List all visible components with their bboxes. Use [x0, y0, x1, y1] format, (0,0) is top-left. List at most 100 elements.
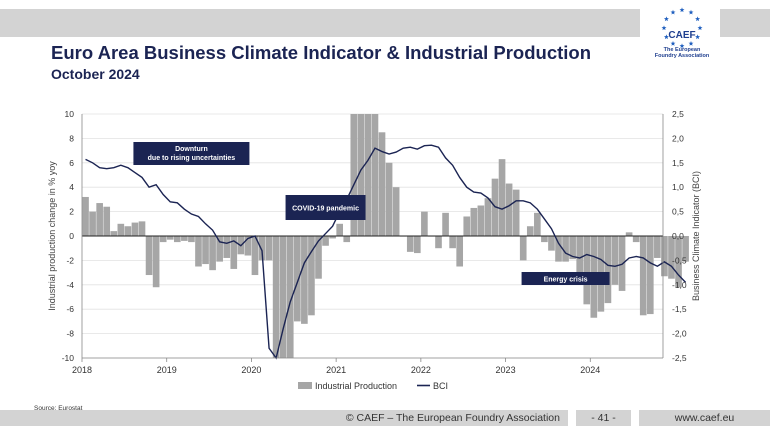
legend-bar-label: Industrial Production — [315, 381, 397, 391]
y-right-tick-label: -2,0 — [672, 329, 687, 339]
ip-bar — [392, 187, 400, 236]
y-right-tick-label: -1,0 — [672, 280, 687, 290]
ip-bar — [145, 236, 153, 276]
x-tick-label: 2023 — [496, 365, 516, 375]
legend-line-label: BCI — [433, 381, 448, 391]
logo-star — [697, 25, 703, 31]
ip-bar — [583, 236, 591, 305]
y-left-tick-label: -8 — [66, 329, 74, 339]
ip-bar — [124, 226, 132, 236]
ip-bar — [265, 236, 273, 261]
ip-bar — [682, 236, 689, 262]
ip-bar — [661, 236, 668, 277]
ip-bar — [534, 212, 541, 236]
ip-bar — [89, 211, 96, 236]
ip-bar — [435, 236, 442, 249]
ip-bar — [654, 236, 661, 258]
ip-bar — [555, 236, 562, 262]
y-left-tick-label: 0 — [69, 231, 74, 241]
ip-bar — [272, 236, 280, 358]
y-left-tick-label: -4 — [66, 280, 74, 290]
logo-caption: The European Foundry Association — [654, 47, 710, 59]
ip-bar — [470, 207, 478, 236]
annotation-text: Energy crisis — [544, 276, 588, 283]
logo-star — [695, 34, 701, 40]
chart-axes: 10 8 6 4 2 0 -2 -4 -6 -8 -10 2,5 2,0 1,5 1,0 0,5 0,0 -0,5… — [47, 109, 701, 375]
footer: © CAEF – The European Foundry Associatio… — [0, 410, 770, 426]
y-right-tick-label: 2,5 — [672, 109, 684, 119]
ip-bar — [244, 236, 252, 256]
caef-logo: CAEF — [661, 7, 703, 49]
ip-bar — [512, 189, 520, 236]
ip-bar — [230, 236, 238, 269]
ip-bar — [202, 236, 209, 265]
logo-star — [695, 16, 701, 22]
logo-star — [688, 9, 694, 15]
y-right-tick-label: -1,5 — [672, 304, 687, 314]
annotation-box — [521, 272, 610, 285]
y-left-tick-label: -10 — [62, 353, 75, 363]
y-left-tick-label: -6 — [66, 304, 74, 314]
ip-bar — [159, 236, 167, 243]
ip-bar — [548, 236, 555, 251]
ip-bar — [604, 236, 612, 304]
ip-bar — [385, 162, 393, 236]
ip-bar — [526, 226, 534, 236]
bci-line-path — [85, 144, 687, 360]
ip-bar — [541, 236, 548, 243]
logo-text: CAEF — [668, 30, 695, 41]
ip-bar — [477, 205, 485, 236]
source-note: Source: Eurostat — [34, 405, 83, 412]
ip-bar — [216, 236, 223, 262]
footer-website[interactable]: www.caef.eu — [639, 410, 770, 426]
ip-bar — [110, 231, 118, 236]
ip-bar — [632, 236, 640, 243]
ip-bar — [82, 196, 89, 236]
ip-bar — [350, 114, 358, 236]
ip-bar — [251, 236, 259, 276]
y-right-tick-label: 1,5 — [672, 158, 684, 168]
ip-bar — [675, 236, 682, 288]
ip-bar — [181, 236, 188, 241]
ip-bar — [569, 236, 576, 260]
y-right-tick-label: 1,0 — [672, 182, 684, 192]
ip-bar — [103, 206, 111, 236]
ip-bar — [611, 236, 619, 285]
ip-bar — [329, 236, 336, 239]
ip-bar — [286, 236, 294, 358]
x-tick-label: 2022 — [411, 365, 431, 375]
ip-bar — [258, 236, 266, 261]
logo-star — [679, 43, 685, 49]
y-right-axis-label: Business Climate Indicator (BCI) — [691, 171, 701, 301]
x-tick-label: 2021 — [326, 365, 346, 375]
ip-bar — [357, 114, 365, 236]
ip-bar — [96, 203, 103, 236]
footer-copyright: © CAEF – The European Foundry Associatio… — [0, 410, 568, 426]
legend-bar-swatch — [298, 382, 312, 389]
y-right-tick-label: 0,5 — [672, 207, 684, 217]
ip-bar — [343, 236, 351, 243]
ip-bar — [562, 236, 569, 262]
logo-star — [670, 40, 676, 46]
ip-bar — [166, 236, 174, 240]
ip-bar — [315, 236, 322, 279]
y-right-tick-label: 0,0 — [672, 231, 684, 241]
y-left-tick-label: 10 — [65, 109, 75, 119]
ip-bar — [484, 198, 492, 236]
ip-bar — [421, 211, 428, 236]
annotation-text: due to rising uncertainties — [148, 155, 236, 162]
ip-bar — [625, 232, 633, 236]
ip-bar — [442, 212, 449, 236]
ip-bar — [308, 236, 315, 316]
ip-bar — [223, 236, 231, 258]
annotation-text: Downturn — [175, 146, 208, 153]
logo-star — [670, 9, 676, 15]
ip-bar — [364, 114, 372, 236]
ip-bar — [138, 221, 146, 236]
header-bar — [0, 9, 640, 37]
ip-bar — [668, 236, 675, 279]
ip-bar — [519, 236, 527, 261]
y-left-tick-label: 2 — [69, 207, 74, 217]
ip-bar — [117, 223, 125, 236]
ip-bar — [406, 236, 414, 252]
